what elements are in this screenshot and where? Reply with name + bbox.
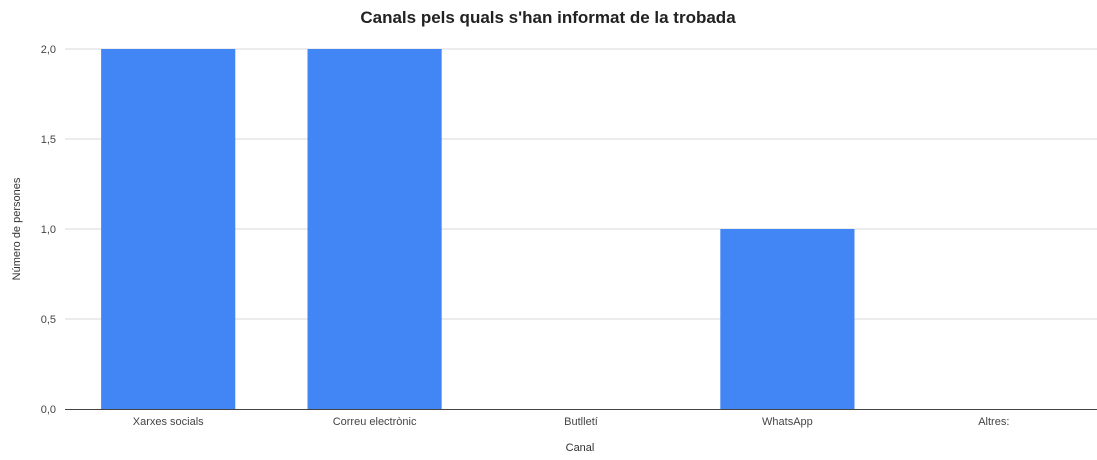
x-axis-ticks: Xarxes socials Correu electrònic Butlletí W… [133,416,1010,428]
x-tick-label: Xarxes socials [133,416,204,428]
x-axis-title: Canal [566,442,595,454]
x-tick-label: WhatsApp [762,416,813,428]
x-tick-label: Correu electrònic [333,416,417,428]
bar-correu-electr-nic [307,49,442,409]
bar-whatsapp [720,229,855,409]
y-axis-ticks: 0,0 0,5 1,0 1,5 2,0 [41,44,56,416]
bars [101,49,855,409]
chart-title: Canals pels quals s'han informat de la t… [360,8,736,27]
gridlines [65,48,1097,320]
y-axis-title: Número de persones [11,177,23,280]
y-tick-label: 1,0 [41,224,56,236]
x-tick-label: Butlletí [564,416,598,428]
x-tick-label: Altres: [978,416,1009,428]
y-tick-label: 1,5 [41,134,56,146]
y-tick-label: 2,0 [41,44,56,56]
bar-xarxes-socials [101,49,236,409]
y-tick-label: 0,0 [41,404,56,416]
y-tick-label: 0,5 [41,314,56,326]
